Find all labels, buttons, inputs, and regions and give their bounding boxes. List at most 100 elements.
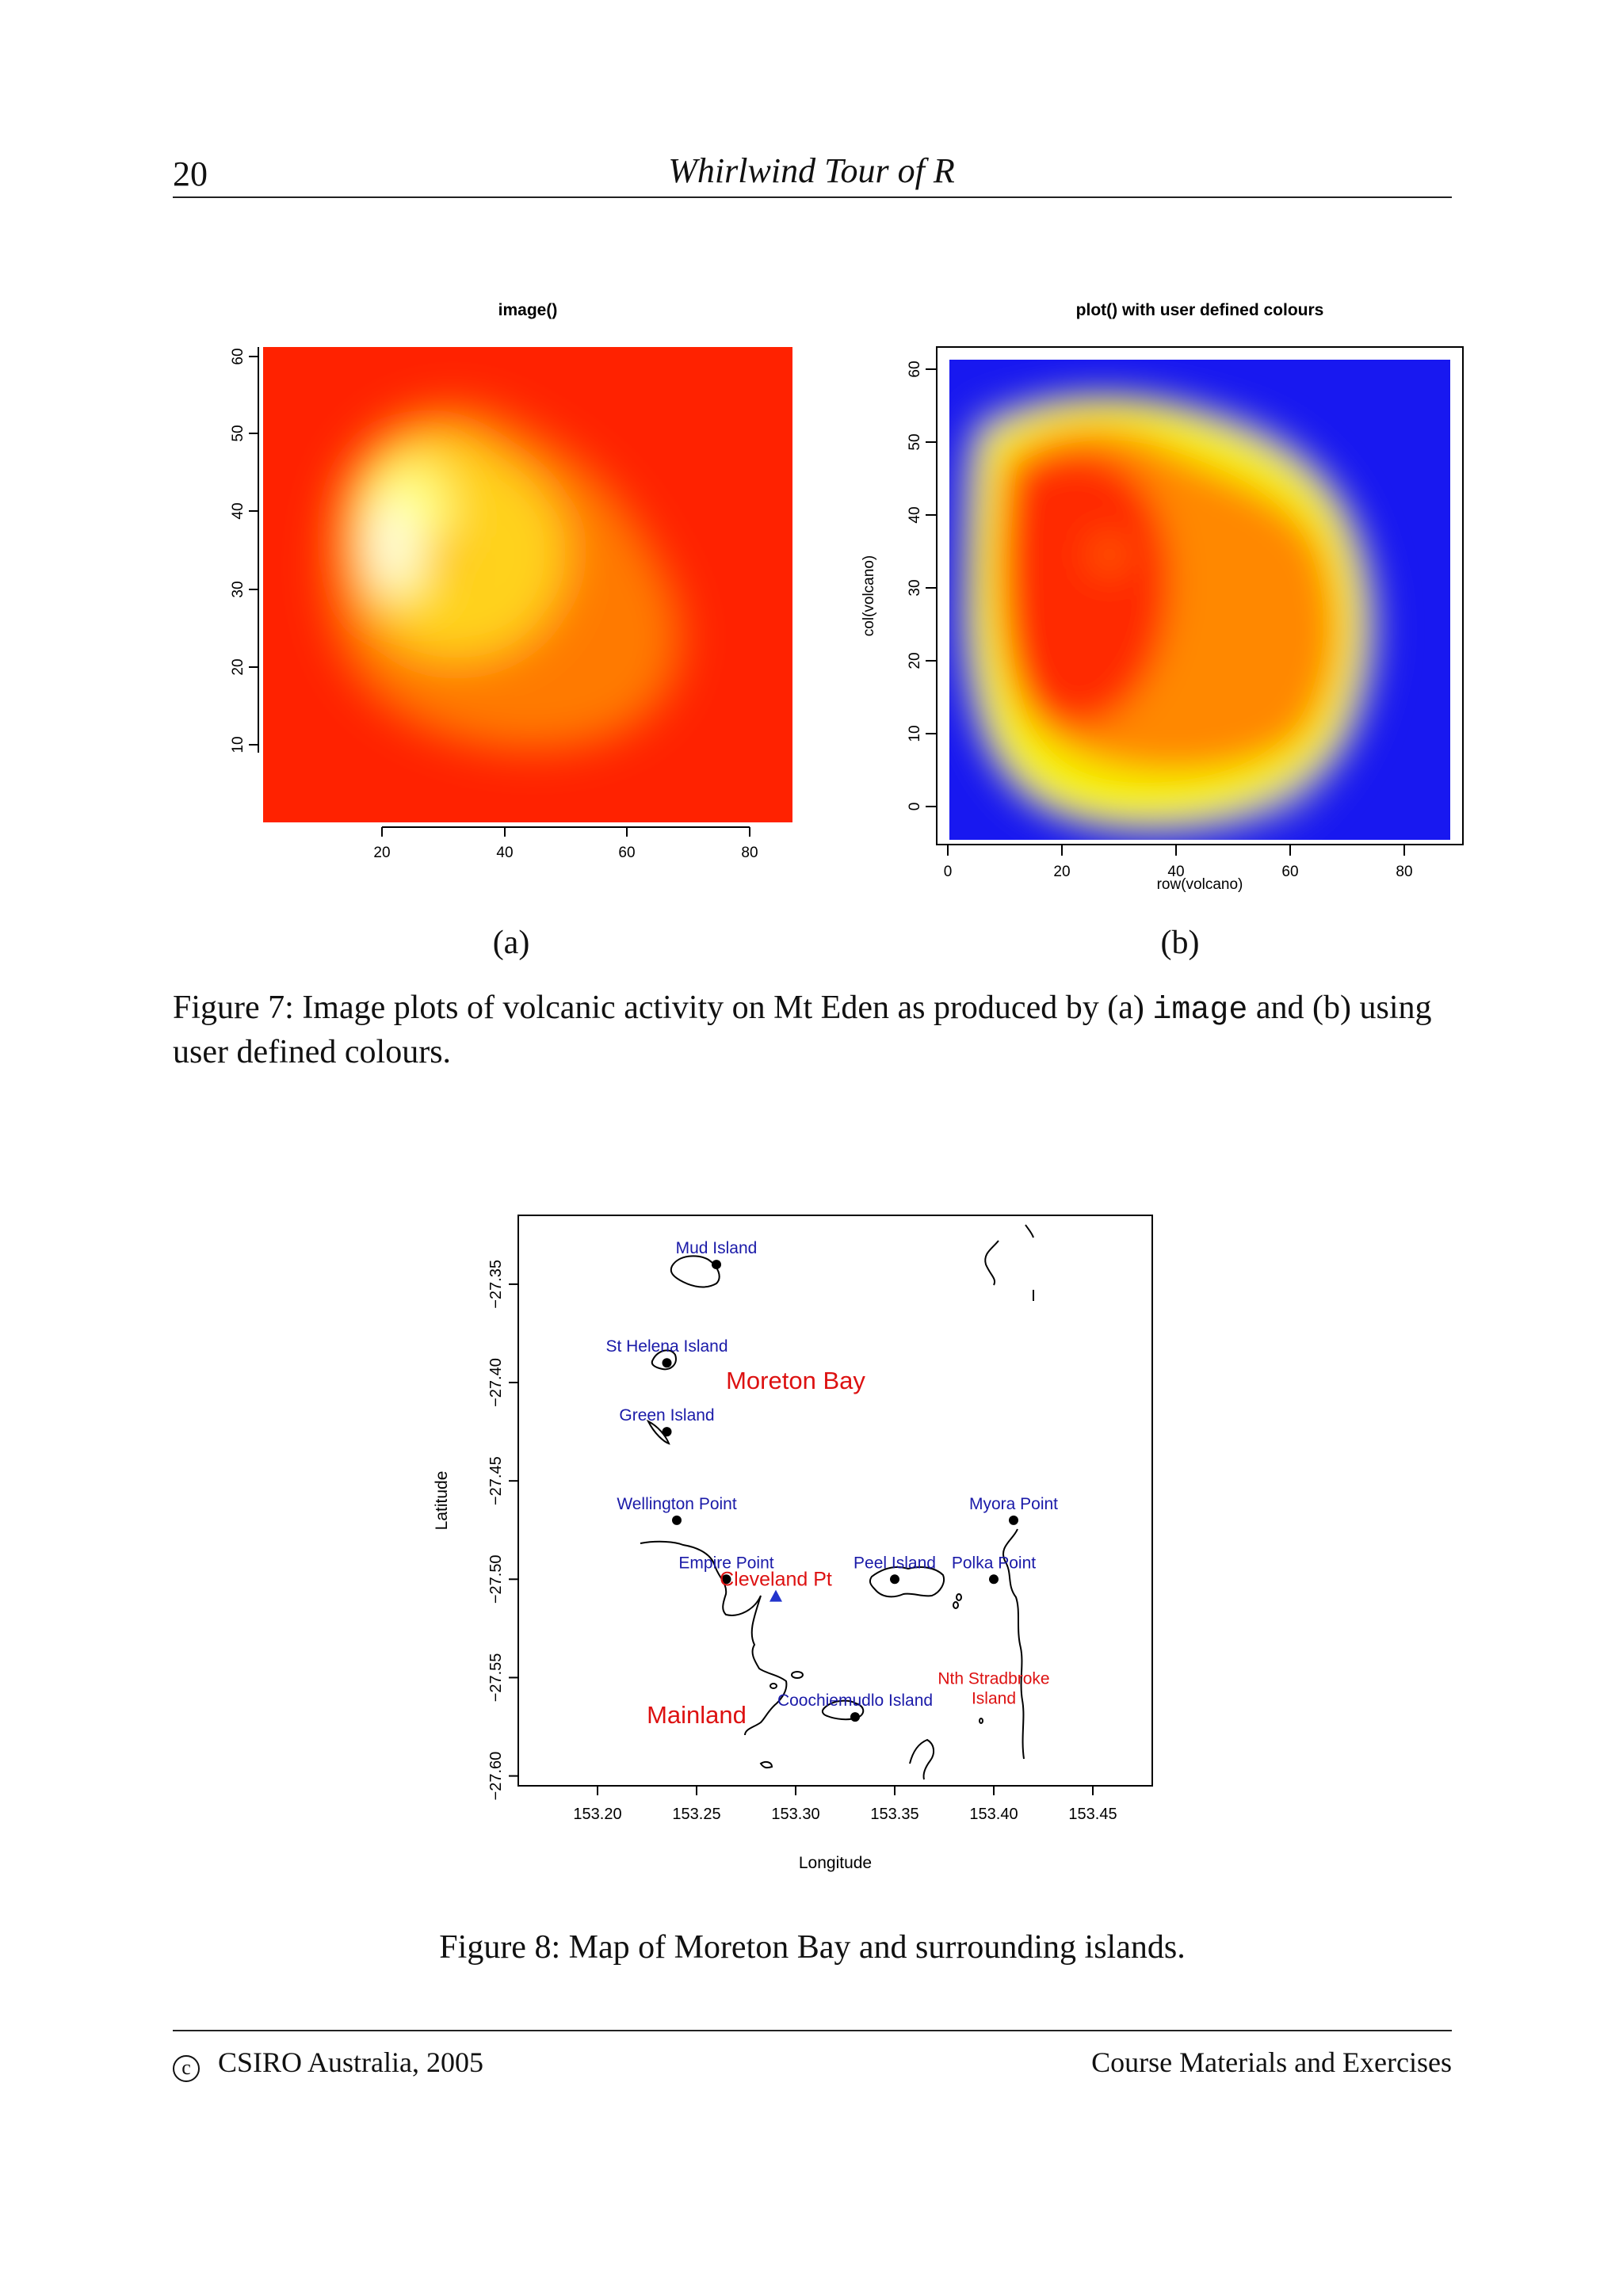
map-ylabel: Latitude: [433, 1471, 451, 1531]
map-ytick-label: −27.50: [487, 1554, 505, 1604]
islet: [979, 1718, 983, 1724]
islet: [759, 1760, 773, 1769]
map-region-label: Nth Stradbroke: [938, 1669, 1049, 1688]
map-point-label: Green Island: [619, 1406, 714, 1425]
islet: [953, 1601, 959, 1609]
map-ytick-label: −27.55: [487, 1653, 505, 1703]
nth-stradbroke-coast: [1002, 1528, 1025, 1760]
panel-b-ytick: 60: [907, 360, 923, 377]
panel-a-ytick: 40: [230, 502, 246, 519]
footer-left-text: CSIRO Australia, 2005: [218, 2046, 484, 2078]
map-point: [890, 1574, 899, 1585]
panel-b-xtick: 20: [1053, 864, 1070, 880]
mainland-coast: [640, 1540, 788, 1736]
map-point-label: Mud Island: [676, 1239, 758, 1257]
panel-a-xtick: 60: [618, 845, 635, 861]
panel-b-ytick: 30: [907, 579, 923, 596]
map-ytick-label: −27.40: [487, 1358, 505, 1407]
peel-island-outline: [869, 1566, 945, 1598]
panel-a-ytick: 30: [230, 581, 246, 597]
figure8-map: 153.20 153.25 153.30 153.35 153.40 153.45 −27.…: [433, 1215, 1153, 1872]
map-point: [721, 1574, 731, 1585]
st-helena-outline: [651, 1349, 677, 1371]
map-frame: [517, 1215, 1153, 1787]
figure7-caption-prefix: Figure 7: Image plots of volcanic activi…: [173, 990, 1153, 1026]
map-point-label: St Helena Island: [605, 1337, 727, 1356]
northern-spit: [984, 1240, 999, 1286]
panel-b-xtick: 80: [1396, 864, 1412, 880]
panel-b-xlabel: row(volcano): [1157, 876, 1243, 893]
panel-a-ytick: 20: [230, 658, 246, 675]
panel-a-ytick: 60: [230, 348, 246, 364]
map-point: [712, 1260, 721, 1270]
panel-a-y-ticks: [249, 356, 258, 746]
panel-b-xtick: 0: [944, 864, 953, 880]
map-xlabel: Longitude: [799, 1854, 872, 1872]
map-point-label: Empire Point: [678, 1554, 773, 1572]
panel-a-xtick: 80: [741, 845, 758, 861]
islet: [791, 1671, 804, 1679]
map-point: [662, 1358, 672, 1368]
islet: [956, 1593, 962, 1601]
map-xtick-label: 153.40: [969, 1806, 1018, 1823]
map-point: [989, 1574, 999, 1585]
southern-channel: [909, 1738, 935, 1780]
map-ytick-label: −27.60: [487, 1752, 505, 1801]
cleveland-pt-label: Cleveland Pt: [720, 1569, 832, 1591]
map-point-label: Peel Island: [854, 1554, 936, 1572]
footer-right: Course Materials and Exercises: [1091, 2046, 1452, 2078]
islet: [769, 1683, 777, 1689]
figure7-caption-suffix: and (b) using user defined colours.: [173, 990, 1432, 1070]
map-point-label: Wellington Point: [617, 1495, 737, 1513]
panel-a-xtick: 20: [373, 845, 390, 861]
map-region-label: Island: [972, 1689, 1016, 1707]
map-point-label: Coochiemudlo Island: [777, 1691, 933, 1710]
map-xtick-label: 153.30: [771, 1806, 819, 1823]
panel-b-label: (b): [1160, 925, 1200, 961]
map-region-label: Moreton Bay: [726, 1367, 865, 1394]
map-point: [672, 1515, 682, 1525]
map-xtick-label: 153.20: [573, 1806, 621, 1823]
panel-b-ytick: 50: [907, 433, 923, 450]
panel-b-ytick: 20: [907, 652, 923, 669]
map-point-label: Polka Point: [952, 1554, 1036, 1572]
header-rule: [173, 196, 1452, 198]
northern-sand-bank: [1025, 1224, 1034, 1238]
panel-a-ytick: 10: [230, 736, 246, 753]
panel-a-label: (a): [492, 925, 530, 961]
figure7-panel-a: image() 10 20 30 40 50 60 20 40 60 80: [230, 301, 792, 861]
panel-a-title: image(): [498, 301, 558, 319]
panel-b-ylabel: col(volcano): [861, 555, 877, 636]
map-point-label: Myora Point: [969, 1495, 1058, 1513]
panel-b-xtick: 40: [1167, 864, 1184, 880]
panel-b-title: plot() with user defined colours: [1076, 301, 1324, 319]
map-ytick-label: −27.45: [487, 1456, 505, 1505]
page-number: 20: [173, 154, 208, 193]
figure7-caption: Figure 7: Image plots of volcanic activi…: [173, 987, 1452, 1073]
footer-rule: [173, 2030, 1452, 2031]
map-point: [850, 1712, 860, 1722]
coastlines: [640, 1224, 1034, 1780]
panel-b-xtick: 60: [1281, 864, 1298, 880]
cleveland-pt-marker: [769, 1589, 782, 1602]
map-point: [662, 1427, 672, 1437]
map-xtick-label: 153.45: [1068, 1806, 1117, 1823]
map-ytick-label: −27.35: [487, 1260, 505, 1309]
running-title: Whirlwind Tour of R: [668, 151, 955, 190]
panel-b-ytick: 0: [907, 803, 923, 811]
figure8-caption: Figure 8: Map of Moreton Bay and surroun…: [439, 1929, 1186, 1966]
map-xtick-label: 153.25: [672, 1806, 720, 1823]
map-point: [1009, 1515, 1018, 1525]
panel-b-ytick: 10: [907, 725, 923, 742]
green-island-outline: [646, 1419, 670, 1445]
panel-a-ytick: 50: [230, 425, 246, 441]
copyright-circle-icon: c: [173, 2055, 200, 2082]
map-xtick-label: 153.35: [870, 1806, 918, 1823]
map-region-label: Mainland: [647, 1701, 747, 1729]
panel-b-ytick: 40: [907, 506, 923, 523]
mud-island-outline: [670, 1255, 720, 1288]
panel-a-xtick: 40: [496, 845, 513, 861]
figure7-panel-b: plot() with user defined colours col(vol…: [861, 301, 1464, 893]
footer-left: c CSIRO Australia, 2005: [173, 2046, 483, 2082]
figure7-caption-code: image: [1152, 993, 1248, 1028]
